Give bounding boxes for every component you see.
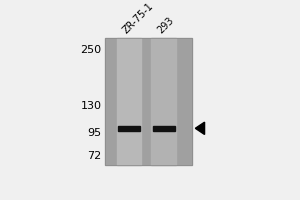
Bar (105, 38, 192, 165)
Bar (153, 126, 175, 131)
Text: 130: 130 (80, 101, 101, 111)
Bar (118, 126, 140, 131)
Text: 95: 95 (87, 128, 101, 138)
Bar (117, 38, 141, 165)
Bar (105, 38, 192, 165)
Polygon shape (195, 122, 205, 134)
Text: 250: 250 (80, 45, 101, 55)
Text: ZR-75-1: ZR-75-1 (121, 1, 155, 36)
Text: 293: 293 (155, 15, 175, 36)
Bar (152, 38, 176, 165)
Text: 72: 72 (87, 151, 101, 161)
